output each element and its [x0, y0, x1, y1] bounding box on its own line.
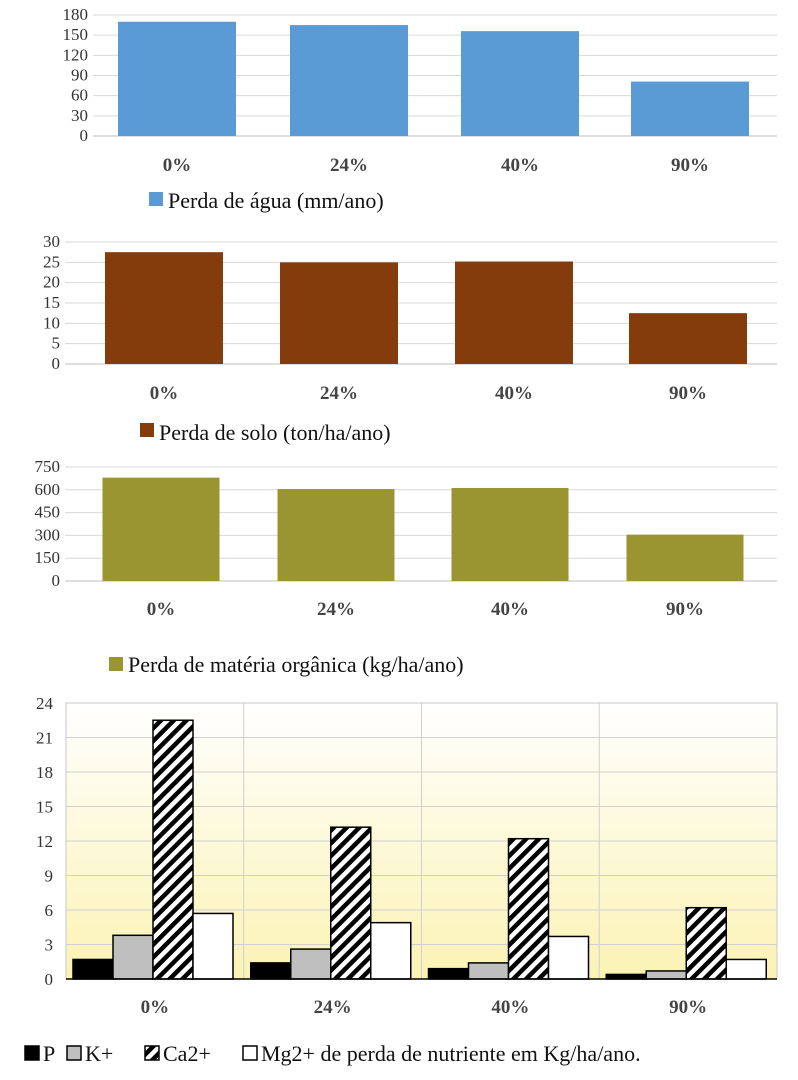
y-tick-label: 150	[35, 548, 61, 567]
x-tick-label: 24%	[320, 383, 358, 404]
legend-swatch	[149, 192, 163, 206]
bar	[277, 489, 395, 581]
x-tick-label: 90%	[669, 997, 707, 1018]
bar-p	[250, 962, 292, 980]
legend-label: Perda de matéria orgânica (kg/ha/ano)	[128, 652, 464, 677]
bar-p	[72, 958, 114, 980]
x-tick-label: 0%	[150, 383, 179, 404]
bar-k	[290, 948, 332, 980]
y-tick-label: 0	[80, 126, 89, 145]
y-tick-label: 120	[63, 45, 89, 64]
x-tick-label: 40%	[491, 997, 529, 1018]
x-tick-label: 40%	[501, 155, 539, 176]
x-tick-label: 0%	[147, 599, 176, 620]
x-tick-label: 24%	[317, 599, 355, 620]
y-tick-label: 5	[52, 334, 61, 353]
bar	[280, 262, 398, 364]
y-tick-label: 21	[36, 729, 53, 748]
y-tick-label: 9	[45, 867, 54, 886]
bar-k	[467, 962, 510, 980]
x-tick-label: 40%	[491, 599, 529, 620]
x-tick-label: 40%	[495, 383, 533, 404]
bar	[290, 25, 408, 136]
legend-swatch	[242, 1045, 258, 1061]
y-tick-label: 12	[36, 832, 53, 851]
x-tick-label: 90%	[671, 155, 709, 176]
legend-swatch	[24, 1045, 40, 1061]
y-tick-label: 30	[43, 232, 60, 251]
y-tick-label: 90	[71, 66, 88, 85]
y-tick-label: 450	[35, 503, 61, 522]
bar	[631, 81, 749, 136]
y-tick-label: 180	[63, 5, 89, 24]
legend-swatch	[109, 657, 123, 671]
bar	[105, 252, 223, 364]
y-tick-label: 600	[35, 480, 61, 499]
y-tick-label: 18	[36, 763, 53, 782]
legend-label: Perda de água (mm/ano)	[168, 188, 384, 213]
bar	[118, 21, 236, 136]
bar-mg	[547, 935, 590, 980]
legend-swatch	[140, 423, 154, 437]
bar	[455, 261, 573, 364]
bar-p	[427, 967, 470, 980]
legend-label: Ca2+	[163, 1041, 211, 1066]
bar	[451, 487, 569, 581]
y-tick-label: 20	[43, 273, 60, 292]
bar	[626, 534, 744, 581]
bar-ca	[330, 826, 372, 980]
y-tick-label: 750	[35, 457, 61, 476]
y-tick-label: 30	[71, 106, 88, 125]
x-tick-label: 0%	[141, 997, 170, 1018]
bar-ca	[152, 719, 194, 980]
y-tick-label: 25	[43, 252, 60, 271]
bar-ca	[685, 906, 727, 980]
y-tick-label: 3	[45, 936, 54, 955]
bar-k	[112, 934, 154, 980]
bar-mg	[370, 921, 412, 980]
y-tick-label: 24	[36, 694, 54, 713]
x-tick-label: 90%	[666, 599, 704, 620]
bar	[461, 31, 579, 137]
x-tick-label: 24%	[314, 997, 352, 1018]
x-tick-label: 0%	[163, 155, 192, 176]
y-tick-label: 6	[45, 901, 54, 920]
y-tick-label: 0	[52, 354, 61, 373]
y-tick-label: 60	[71, 86, 88, 105]
x-tick-label: 90%	[669, 383, 707, 404]
y-tick-label: 15	[43, 293, 60, 312]
legend-label: P	[43, 1041, 55, 1066]
bar-k	[645, 970, 687, 980]
y-tick-label: 300	[35, 525, 61, 544]
legend-label: Perda de solo (ton/ha/ano)	[159, 420, 391, 445]
bar-mg	[725, 958, 767, 980]
legend-label: K+	[85, 1041, 113, 1066]
y-tick-label: 0	[52, 571, 61, 590]
y-tick-label: 10	[43, 313, 60, 332]
legend-label: Mg2+ de perda de nutriente em Kg/ha/ano.	[261, 1041, 641, 1066]
y-tick-label: 15	[36, 798, 53, 817]
y-tick-label: 0	[45, 970, 54, 989]
legend-swatch	[144, 1045, 160, 1061]
bar	[629, 313, 747, 364]
bar-ca	[507, 837, 550, 980]
y-tick-label: 150	[63, 25, 89, 44]
bar	[102, 477, 220, 581]
bar-mg	[192, 912, 234, 980]
x-tick-label: 24%	[330, 155, 368, 176]
legend-swatch	[66, 1045, 82, 1061]
